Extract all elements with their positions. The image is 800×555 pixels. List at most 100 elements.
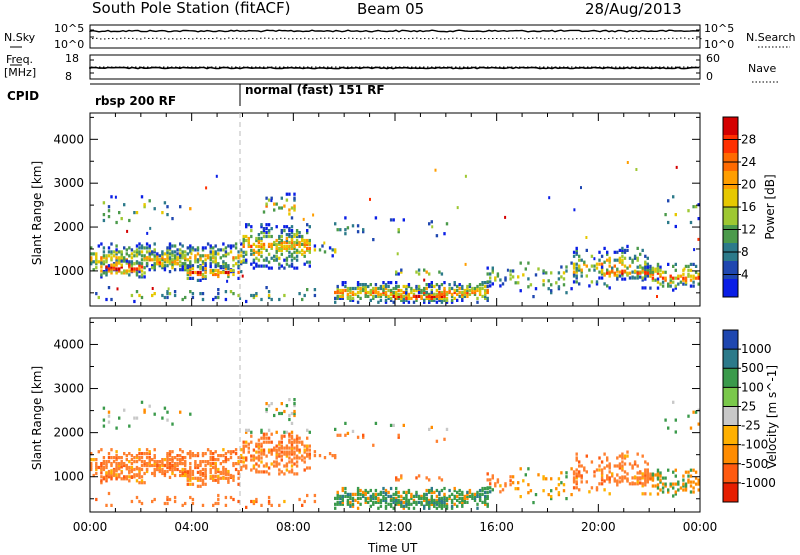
velocity-cell [428,488,431,493]
power-cell [664,276,667,280]
nave-dot [159,66,161,68]
velocity-cell [145,456,149,460]
power-cell [606,284,609,288]
nave-dot [367,66,369,68]
velocity-cell [191,472,195,476]
power-cell [423,288,426,293]
power-cell [138,270,141,274]
nave-dot [123,66,125,68]
nsearch-dot [452,37,454,39]
velocity-cell [118,456,121,460]
power-cell [626,273,629,277]
velocity-cell [379,504,383,508]
velocity-cell [661,482,665,486]
velocity-cell [400,474,403,478]
power-cell [623,256,627,260]
power-cell [669,274,672,278]
velocity-cell [491,476,494,480]
power-cell [489,284,492,288]
velocity-cell [374,494,378,498]
power-cell [415,270,418,274]
power-cell [209,268,212,273]
power-cell [125,248,128,252]
velocity-cell [603,488,606,492]
nave-dot [111,66,113,68]
velocity-cell [222,465,225,470]
power-cell [110,256,113,260]
power-cell [402,298,405,302]
velocity-cell [288,438,291,442]
velocity-cell [209,450,212,454]
power-cell [306,223,309,227]
power-cell [303,262,306,266]
nsearch-dot [480,38,482,40]
nsearch-dot [504,38,506,40]
power-cell [166,252,169,256]
velocity-cell [562,483,566,487]
power-cell [443,286,446,291]
velocity-cell [364,500,367,504]
velocity-cell [143,410,146,414]
velocity-cell [463,496,466,500]
velocity-cell [196,463,200,468]
velocity-cell [267,472,271,476]
power-cell [588,268,591,272]
power-cell [262,229,266,233]
power-cell [387,281,390,285]
velocity-cell [151,499,154,504]
power-cell [288,246,291,250]
velocity-cell [217,474,220,478]
power-cell [369,288,372,293]
velocity-cell [275,407,278,412]
nave-dot [283,66,285,68]
velocity-cell [267,450,271,454]
velocity-cell [293,456,296,460]
nave-dot [587,66,589,68]
velocity-cell [687,470,690,474]
power-cell [242,240,245,245]
freq-unit: [MHz] [4,66,37,79]
power-cell [270,297,273,302]
power-cell [656,277,660,281]
velocity-cell [257,464,261,468]
power-cell [435,294,439,298]
nave-dot [339,66,341,68]
power-cell [448,288,451,293]
velocity-cell [359,488,362,493]
power-cell [107,269,111,273]
velocity-cell [115,456,118,460]
power-cell [466,294,469,298]
power-cell [425,292,428,296]
power-cell [407,283,411,287]
velocity-cell [687,414,690,418]
power-cell [260,254,263,258]
velocity-cell [224,470,228,474]
velocity-cell [636,482,639,486]
velocity-cell [168,465,172,470]
velocity-cell [214,478,217,482]
velocity-cell [128,471,131,475]
power-cell [156,258,159,262]
power-cell [438,270,441,274]
power-cell [669,284,672,288]
power-cell [621,271,624,275]
velocity-cell [214,470,217,474]
power-cell [430,281,433,285]
power-cell [186,268,189,273]
power-cell [201,274,205,279]
nave-dot [139,66,141,68]
power-cell [308,260,311,264]
power-cell [641,270,644,274]
nave-dot [459,66,461,68]
velocity-cell [186,470,189,474]
power-cell [196,278,200,282]
power-cell [484,294,487,298]
velocity-cell [265,470,268,474]
power-cell [367,284,370,289]
power-cell [128,218,131,223]
velocity-cell [107,469,111,474]
power-cell [478,290,482,295]
power-cell [473,286,477,291]
power-cell [362,286,365,291]
velocity-cell [328,452,332,456]
